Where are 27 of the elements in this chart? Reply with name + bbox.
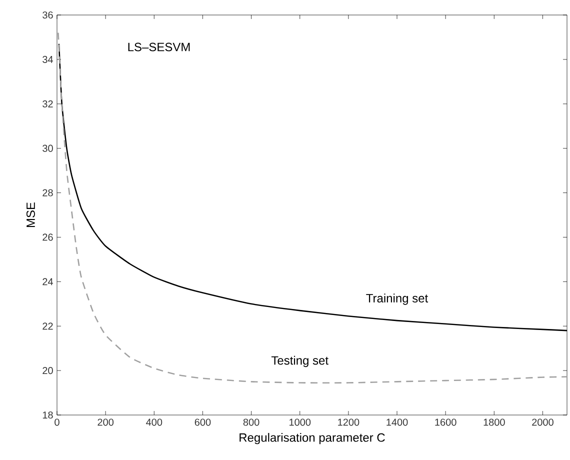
- x-tick-label: 1200: [338, 418, 360, 426]
- line-series: [58, 32, 568, 384]
- annotation: LS–SESVM: [128, 42, 190, 52]
- y-tick-label: 32: [42, 100, 53, 108]
- x-tick-label: 1800: [484, 418, 505, 426]
- y-tick-label: 36: [42, 11, 53, 19]
- y-tick-label: 24: [42, 278, 54, 286]
- y-tick-label: 20: [42, 367, 53, 374]
- x-tick-label: 1400: [386, 418, 408, 426]
- series-label: Testing set: [271, 356, 328, 368]
- x-tick-label: 1000: [290, 418, 311, 426]
- x-tick-label: 1600: [435, 418, 456, 426]
- y-tick-label: 30: [42, 144, 53, 152]
- x-tick-label: 800: [243, 418, 260, 426]
- y-axis-title: MSE: [26, 202, 35, 228]
- y-tick-label: 18: [42, 411, 53, 419]
- x-tick-label: 0: [54, 418, 60, 426]
- y-tick-label: 22: [42, 322, 53, 330]
- x-tick-label: 600: [194, 418, 211, 426]
- x-tick-label: 2000: [532, 418, 554, 426]
- series-label: Training set: [366, 294, 428, 305]
- y-tick-label: 28: [42, 189, 53, 196]
- x-tick-label: 200: [98, 418, 114, 426]
- x-axis-title: Regularisation parameter C: [240, 432, 385, 444]
- x-tick-label: 400: [146, 418, 162, 426]
- y-tick-label: 26: [42, 234, 53, 241]
- y-tick-label: 34: [42, 56, 54, 63]
